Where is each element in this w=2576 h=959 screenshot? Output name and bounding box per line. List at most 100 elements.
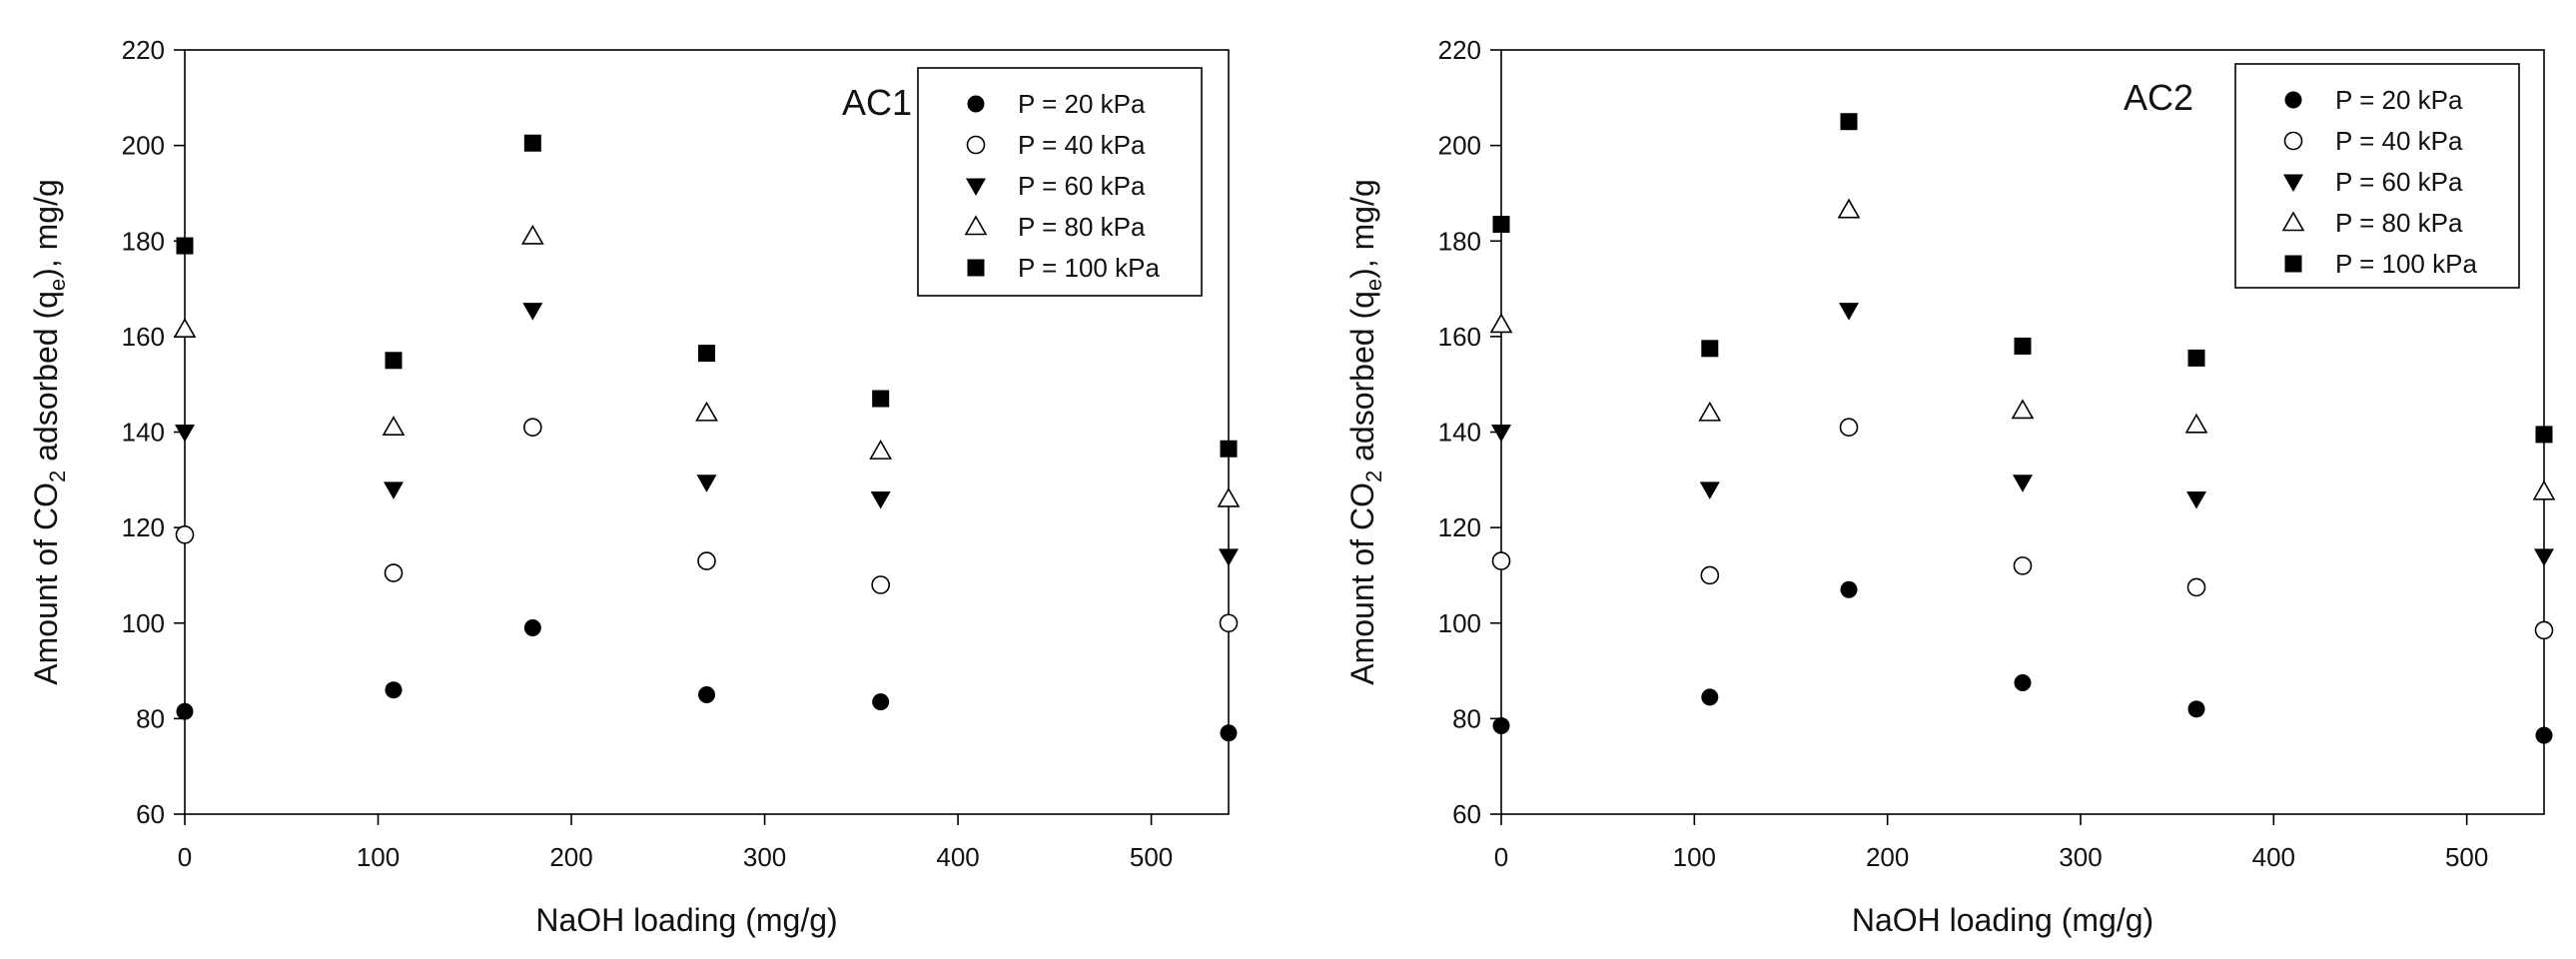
data-point — [385, 681, 403, 699]
legend-label: P = 40 kPa — [1018, 130, 1146, 160]
data-point — [871, 575, 890, 594]
data-point — [2184, 413, 2208, 434]
data-point — [2011, 399, 2035, 420]
series-5 — [176, 134, 1238, 458]
data-point — [1839, 418, 1859, 438]
series-2 — [175, 418, 1239, 633]
legend-marker — [2284, 91, 2302, 109]
y-tick-label: 180 — [122, 226, 165, 256]
data-point — [173, 318, 197, 339]
data-point — [1219, 613, 1239, 633]
data-point — [1491, 425, 1511, 443]
data-point — [698, 685, 715, 703]
y-tick-label: 220 — [1438, 35, 1481, 65]
legend-label: P = 80 kPa — [2335, 208, 2463, 238]
data-point — [1699, 481, 1720, 499]
x-tick-label: 400 — [2252, 842, 2295, 872]
chart-panel-ac2: 60 80 100 120 140 160 180 200 220 0 100 200 300 400 50… — [1344, 35, 2556, 938]
y-tick-label: 80 — [1452, 703, 1481, 733]
data-point — [175, 524, 195, 544]
legend-marker — [2283, 131, 2303, 151]
data-point — [696, 475, 717, 492]
y-tick-label: 100 — [1438, 608, 1481, 638]
series-2 — [1491, 418, 2554, 640]
y-axis-label-part: ), mg/g — [1344, 179, 1380, 279]
legend-label: P = 20 kPa — [2335, 85, 2463, 115]
y-axis-label-part: ), mg/g — [28, 179, 64, 279]
data-point — [697, 551, 716, 570]
chart-panel-ac1: 60 80 100 120 140 160 180 200 220 0 100 200 300 400 50… — [28, 35, 1241, 938]
series-1 — [176, 619, 1238, 742]
data-point — [384, 481, 404, 499]
y-tick-label: 60 — [136, 799, 165, 829]
y-axis-label-subscript: 2 — [45, 471, 70, 482]
y-axis-label-part: adsorbed (q — [1344, 291, 1380, 471]
x-tick-label: 300 — [743, 842, 786, 872]
x-tick-label: 300 — [2059, 842, 2102, 872]
legend-label: P = 20 kPa — [1018, 89, 1146, 119]
data-point — [1219, 548, 1239, 566]
y-tick-label: 80 — [136, 703, 165, 733]
series-4 — [1489, 198, 2556, 500]
data-point — [1700, 565, 1720, 585]
data-point — [385, 352, 403, 370]
data-point — [1701, 340, 1719, 358]
data-point — [1701, 688, 1719, 706]
data-point — [1840, 113, 1858, 131]
legend-marker — [964, 215, 988, 236]
data-point — [1492, 717, 1510, 735]
legend-label: P = 60 kPa — [1018, 171, 1146, 201]
data-point — [2535, 726, 2553, 744]
y-axis-label-subscript: 2 — [1361, 471, 1386, 482]
data-point — [695, 401, 718, 422]
data-point — [522, 303, 543, 321]
x-tick-label: 0 — [1494, 842, 1508, 872]
y-axis-label: Amount of CO2 adsorbed (qe), mg/g — [28, 179, 70, 685]
x-axis-label: NaOH loading (mg/g) — [535, 902, 837, 938]
data-point — [1840, 580, 1858, 598]
x-tick-label: 100 — [357, 842, 400, 872]
panel-label: AC1 — [842, 82, 912, 123]
data-point — [176, 237, 194, 255]
y-tick-label: 140 — [1438, 418, 1481, 448]
data-point — [523, 418, 542, 438]
data-point — [2187, 700, 2205, 718]
data-point — [384, 563, 404, 582]
x-tick-label: 200 — [1866, 842, 1909, 872]
y-tick-label: 140 — [122, 418, 165, 448]
y-tick-label: 100 — [122, 608, 165, 638]
data-point — [382, 416, 406, 437]
data-point — [2535, 426, 2553, 444]
data-point — [1698, 401, 1722, 422]
data-point — [2014, 337, 2032, 355]
y-tick-label: 200 — [122, 131, 165, 161]
x-tick-label: 0 — [178, 842, 192, 872]
y-axis-label-part: Amount of CO — [1344, 482, 1380, 685]
y-axis-label-part: adsorbed (q — [28, 291, 64, 471]
data-point — [523, 619, 541, 637]
y-axis-label-subscript: e — [1361, 279, 1386, 291]
data-point — [1220, 440, 1238, 458]
x-tick-label: 100 — [1673, 842, 1716, 872]
legend-label: P = 80 kPa — [1018, 212, 1146, 242]
y-axis-label-part: Amount of CO — [28, 482, 64, 685]
legend-label: P = 100 kPa — [2335, 249, 2477, 279]
legend-marker — [2283, 174, 2303, 192]
data-point — [523, 134, 541, 152]
data-point — [869, 440, 893, 460]
data-point — [2532, 480, 2556, 500]
y-axis-label: Amount of CO2 adsorbed (qe), mg/g — [1344, 179, 1386, 685]
data-point — [2186, 490, 2206, 509]
data-point — [698, 345, 715, 363]
y-tick-label: 120 — [1438, 512, 1481, 542]
data-point — [2013, 556, 2033, 575]
data-point — [2534, 548, 2554, 566]
data-point — [176, 702, 194, 720]
data-point — [1220, 724, 1238, 742]
panel-label: AC2 — [2124, 77, 2193, 118]
series-3 — [1491, 303, 2554, 566]
x-tick-label: 500 — [1130, 842, 1173, 872]
x-tick-label: 200 — [549, 842, 592, 872]
legend-marker — [967, 259, 985, 277]
